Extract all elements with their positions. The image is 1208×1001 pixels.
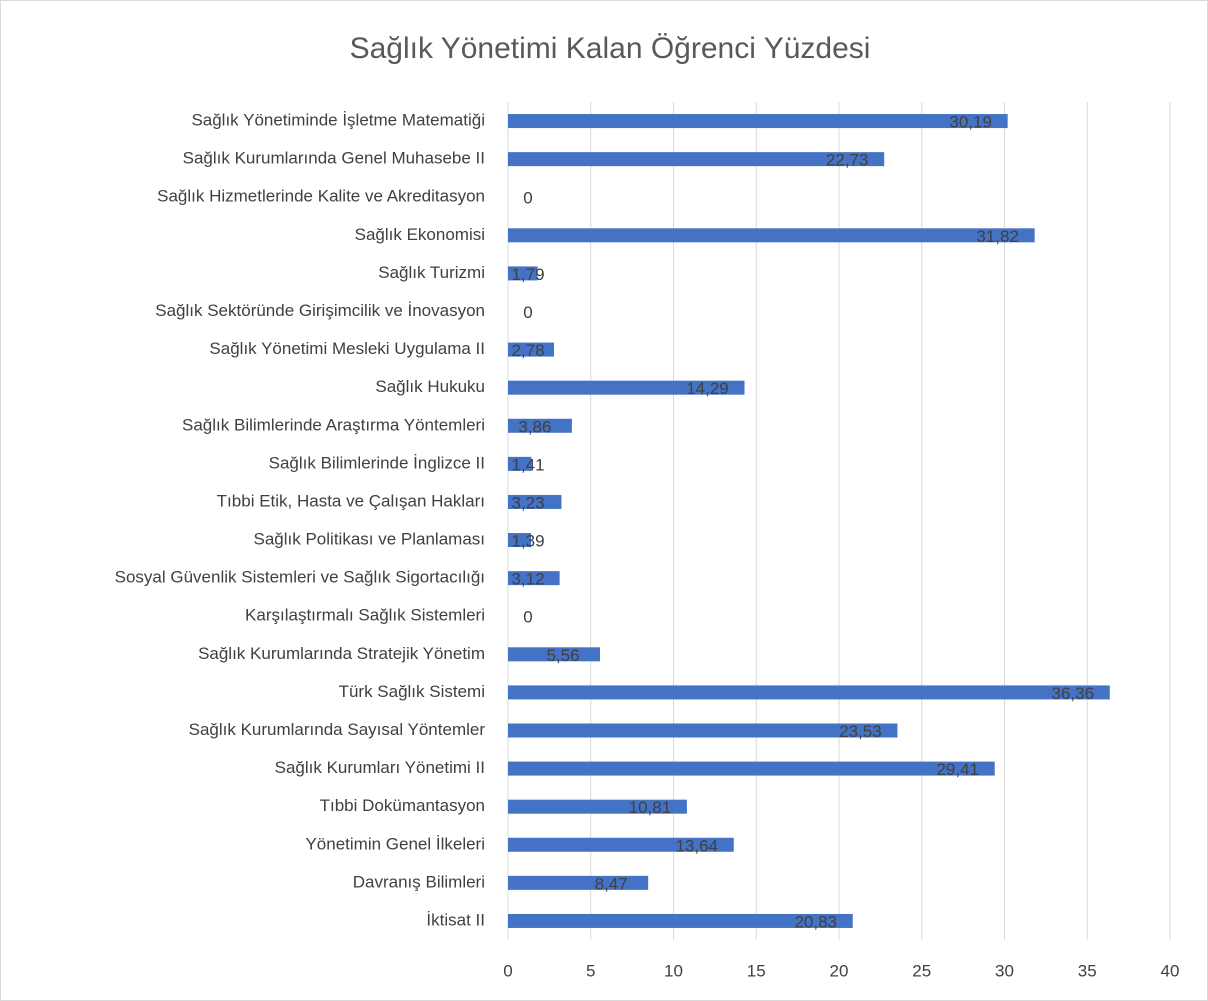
y-tick-label: Davranış Bilimleri (353, 872, 485, 891)
bar (508, 418, 572, 433)
y-tick-label: Yönetimin Genel İlkeleri (305, 834, 485, 853)
y-tick-label: Sağlık Bilimlerinde İnglizce II (269, 453, 485, 472)
data-label: 30,19 (949, 113, 992, 132)
data-label: 31,82 (976, 227, 1019, 246)
bar (508, 837, 734, 852)
x-tick-label: 15 (747, 961, 766, 980)
data-label: 3,23 (511, 493, 544, 512)
chart-title: Sağlık Yönetimi Kalan Öğrenci Yüzdesi (350, 32, 871, 65)
bar (508, 152, 885, 167)
y-tick-label: Sosyal Güvenlik Sistemleri ve Sağlık Sig… (115, 568, 485, 587)
y-tick-label: Sağlık Ekonomisi (355, 225, 485, 244)
bar (508, 494, 562, 509)
data-label: 29,41 (936, 760, 979, 779)
data-label: 13,64 (675, 836, 718, 855)
bar (508, 456, 532, 471)
data-label: 1,39 (511, 532, 544, 551)
y-tick-label: Sağlık Kurumlarında Sayısal Yöntemler (189, 720, 486, 739)
x-tick-label: 25 (912, 961, 931, 980)
bar (508, 913, 853, 928)
data-label: 23,53 (839, 722, 882, 741)
data-label: 20,83 (794, 912, 837, 931)
y-tick-label: Sağlık Hukuku (375, 377, 485, 396)
y-tick-label: İktisat II (426, 910, 485, 929)
bar (508, 875, 649, 890)
y-tick-label: Sağlık Politikası ve Planlaması (254, 530, 486, 549)
y-tick-label: Sağlık Yönetimi Mesleki Uygulama II (209, 339, 485, 358)
bar (508, 228, 1035, 243)
y-tick-label: Sağlık Kurumlarında Genel Muhasebe II (183, 149, 485, 168)
bar (508, 761, 995, 776)
bar (508, 114, 1008, 129)
y-tick-label: Sağlık Kurumlarında Stratejik Yönetim (198, 644, 485, 663)
y-tick-label: Sağlık Sektöründe Girişimcilik ve İnovas… (155, 301, 485, 320)
data-label: 8,47 (595, 874, 628, 893)
x-tick-label: 40 (1161, 961, 1180, 980)
data-label: 2,78 (511, 341, 544, 360)
y-tick-label: Tıbbi Dokümantasyon (320, 796, 485, 815)
bar (508, 266, 538, 281)
bar (508, 685, 1110, 700)
bar (508, 533, 532, 548)
x-tick-label: 20 (830, 961, 849, 980)
data-label: 36,36 (1051, 684, 1094, 703)
y-tick-label: Tıbbi Etik, Hasta ve Çalışan Hakları (217, 491, 485, 510)
bar (508, 723, 898, 738)
x-tick-label: 5 (586, 961, 595, 980)
bar (508, 380, 745, 395)
data-label: 0 (523, 303, 532, 322)
x-tick-label: 35 (1078, 961, 1097, 980)
y-tick-label: Karşılaştırmalı Sağlık Sistemleri (245, 606, 485, 625)
y-tick-label: Sağlık Turizmi (378, 263, 485, 282)
bar (508, 571, 560, 586)
x-tick-label: 0 (503, 961, 512, 980)
data-label: 1,79 (511, 265, 544, 284)
y-tick-label: Sağlık Yönetiminde İşletme Matematiği (191, 111, 485, 130)
data-label: 0 (523, 608, 532, 627)
data-label: 10,81 (629, 798, 672, 817)
bar (508, 799, 687, 814)
data-label: 5,56 (546, 646, 579, 665)
bar (508, 647, 601, 662)
data-label: 3,12 (511, 570, 544, 589)
y-tick-label: Sağlık Hizmetlerinde Kalite ve Akreditas… (157, 187, 485, 206)
y-tick-label: Sağlık Bilimlerinde Araştırma Yöntemleri (182, 415, 485, 434)
y-tick-label: Sağlık Kurumları Yönetimi II (275, 758, 485, 777)
y-tick-label: Türk Sağlık Sistemi (339, 682, 485, 701)
bar (508, 342, 555, 357)
data-label: 22,73 (826, 151, 869, 170)
data-label: 14,29 (686, 379, 729, 398)
data-label: 1,41 (511, 455, 544, 474)
x-tick-label: 10 (664, 961, 683, 980)
data-label: 3,86 (518, 417, 551, 436)
x-tick-label: 30 (995, 961, 1014, 980)
data-label: 0 (523, 189, 532, 208)
